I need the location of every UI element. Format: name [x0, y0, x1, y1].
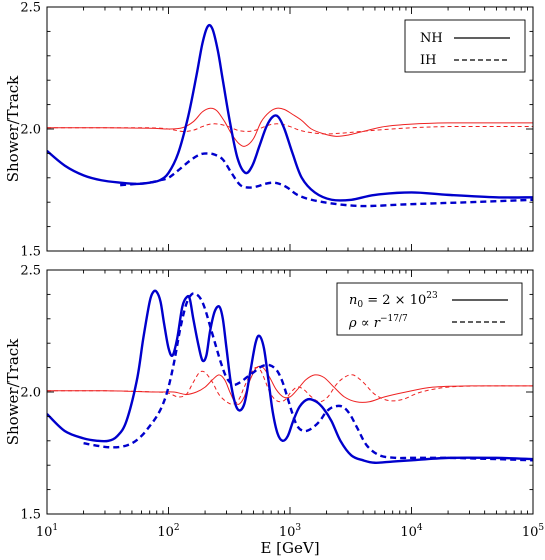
y-tick-label: 2.5 — [20, 1, 41, 16]
top-panel-series-0 — [47, 23, 533, 202]
legend-entry-n0: n0 = 2 × 1023 — [349, 291, 438, 310]
top-panel-series-2 — [47, 107, 533, 147]
top-panel-labels: 1.5 2.0 2.5 — [20, 1, 41, 260]
y-tick-label: 1.5 — [20, 245, 41, 260]
top-panel-series-3 — [47, 123, 533, 135]
bottom-legend-box — [336, 282, 523, 336]
y-tick-label: 1.5 — [20, 508, 41, 523]
x-tick-label: 101 — [36, 523, 58, 540]
x-axis-label: E [GeV] — [260, 539, 319, 557]
top-legend: NH IH — [404, 19, 526, 73]
top-legend-box — [404, 19, 526, 73]
bottom-panel-labels: 1.5 2.0 2.5 101 102 103 104 105 — [20, 264, 544, 541]
top-panel-ylabel: Shower/Track — [4, 75, 22, 182]
legend-entry-ih: IH — [420, 53, 436, 68]
bottom-panel-ylabel: Shower/Track — [4, 338, 22, 445]
legend-entry-nh: NH — [420, 31, 443, 46]
bottom-panel-series — [47, 289, 533, 464]
bottom-panel-series-2 — [47, 365, 533, 405]
bottom-panel: 1.5 2.0 2.5 101 102 103 104 105 Shower/Track E … — [4, 264, 544, 558]
y-tick-label: 2.5 — [20, 264, 41, 279]
top-panel-series-1 — [120, 152, 533, 208]
y-tick-label: 2.0 — [20, 386, 41, 401]
bottom-panel-series-3 — [47, 366, 533, 405]
x-tick-label: 102 — [157, 523, 179, 540]
top-panel-ticks — [46, 6, 534, 252]
x-tick-label: 105 — [522, 523, 545, 540]
bottom-panel-series-0 — [47, 289, 533, 464]
bottom-legend: n0 = 2 × 1023 ρ ∝ r−17/7 — [336, 282, 523, 336]
y-tick-label: 2.0 — [20, 123, 41, 138]
top-panel: 1.5 2.0 2.5 Shower/Track NH IH — [4, 1, 534, 260]
bottom-panel-ticks — [46, 269, 534, 515]
top-panel-series — [47, 23, 533, 208]
x-tick-label: 103 — [279, 523, 302, 540]
legend-entry-rho: ρ ∝ r−17/7 — [348, 314, 408, 331]
x-tick-label: 104 — [400, 523, 423, 540]
